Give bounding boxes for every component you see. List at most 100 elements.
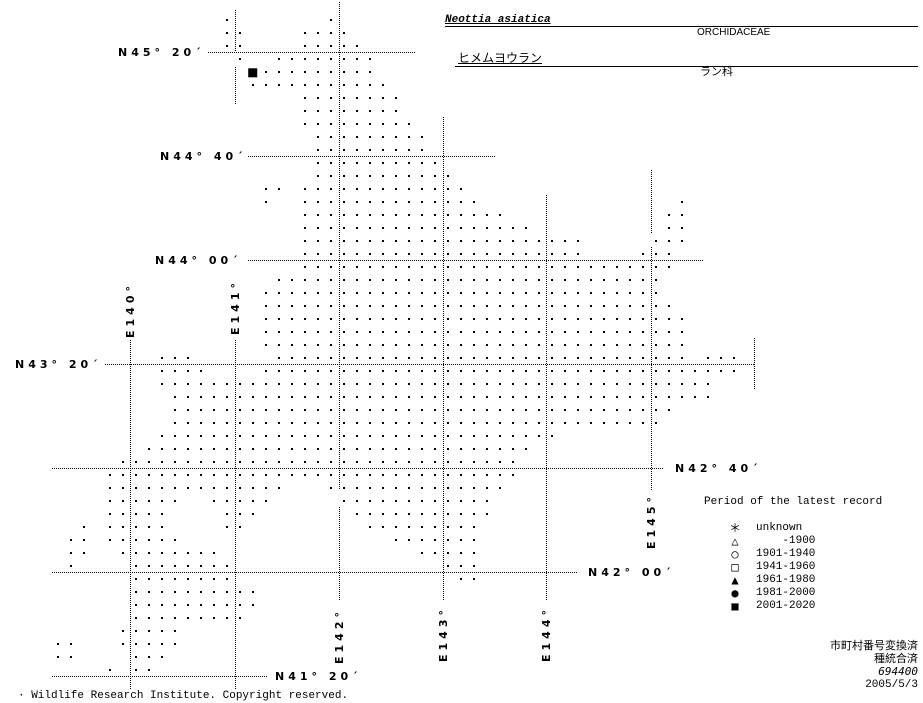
mesh-dot (291, 396, 293, 398)
mesh-dot (330, 201, 332, 203)
mesh-dot (343, 97, 345, 99)
mesh-dot (213, 435, 215, 437)
mesh-dot (148, 552, 150, 554)
mesh-dot (460, 240, 462, 242)
mesh-dot (603, 370, 605, 372)
mesh-dot (538, 383, 540, 385)
mesh-dot (226, 448, 228, 450)
mesh-dot (122, 487, 124, 489)
mesh-dot (382, 448, 384, 450)
mesh-dot (564, 318, 566, 320)
mesh-dot (343, 474, 345, 476)
mesh-dot (382, 396, 384, 398)
mesh-dot (109, 513, 111, 515)
mesh-dot (499, 227, 501, 229)
mesh-dot (577, 331, 579, 333)
mesh-dot (278, 422, 280, 424)
mesh-dot (291, 383, 293, 385)
mesh-dot (213, 617, 215, 619)
mesh-dot (603, 357, 605, 359)
mesh-dot (382, 474, 384, 476)
mesh-dot (421, 539, 423, 541)
mesh-dot (551, 253, 553, 255)
mesh-dot (421, 331, 423, 333)
mesh-dot (278, 370, 280, 372)
mesh-dot (356, 240, 358, 242)
mesh-dot (226, 474, 228, 476)
mesh-dot (590, 292, 592, 294)
mesh-dot (525, 227, 527, 229)
mesh-dot (525, 240, 527, 242)
mesh-dot (525, 292, 527, 294)
mesh-dot (512, 383, 514, 385)
mesh-dot (122, 513, 124, 515)
mesh-dot (395, 474, 397, 476)
mesh-dot (577, 305, 579, 307)
mesh-dot (551, 266, 553, 268)
mesh-dot (655, 240, 657, 242)
mesh-dot (343, 136, 345, 138)
mesh-dot (200, 435, 202, 437)
mesh-dot (161, 526, 163, 528)
mesh-dot (135, 487, 137, 489)
lat-label-44-00: N44° 00´ (155, 254, 242, 267)
mesh-dot (330, 383, 332, 385)
lon-label-144: E144° (540, 606, 553, 662)
mesh-dot (499, 461, 501, 463)
mesh-dot (304, 331, 306, 333)
mesh-dot (356, 500, 358, 502)
mesh-dot (200, 578, 202, 580)
mesh-dot (382, 318, 384, 320)
mesh-dot (174, 578, 176, 580)
mesh-dot (330, 357, 332, 359)
mesh-dot (187, 461, 189, 463)
mesh-dot (616, 318, 618, 320)
mesh-dot (109, 539, 111, 541)
mesh-dot (226, 409, 228, 411)
record-marker-2001-2020 (248, 68, 258, 78)
lon-label-142: E142° (333, 608, 346, 664)
mesh-dot (122, 552, 124, 554)
mesh-dot (460, 344, 462, 346)
mesh-dot (460, 539, 462, 541)
mesh-dot (460, 565, 462, 567)
mesh-dot (603, 383, 605, 385)
mesh-dot (434, 266, 436, 268)
mesh-dot (252, 396, 254, 398)
filled-square-icon: ■ (731, 599, 739, 613)
mesh-dot (174, 461, 176, 463)
mesh-dot (447, 552, 449, 554)
mesh-dot (213, 578, 215, 580)
mesh-dot (304, 396, 306, 398)
mesh-dot (226, 32, 228, 34)
mesh-dot (395, 214, 397, 216)
mesh-dot (239, 617, 241, 619)
mesh-dot (408, 162, 410, 164)
mesh-dot (395, 253, 397, 255)
mesh-dot (239, 58, 241, 60)
mesh-dot (421, 357, 423, 359)
mesh-dot (512, 357, 514, 359)
mesh-dot (681, 370, 683, 372)
mesh-dot (382, 240, 384, 242)
mesh-dot (460, 383, 462, 385)
mesh-dot (343, 149, 345, 151)
mesh-dot (317, 32, 319, 34)
mesh-dot (330, 474, 332, 476)
mesh-dot (460, 500, 462, 502)
mesh-dot (395, 500, 397, 502)
mesh-dot (655, 318, 657, 320)
mesh-dot (161, 370, 163, 372)
mesh-dot (278, 383, 280, 385)
mesh-dot (83, 526, 85, 528)
mesh-dot (304, 45, 306, 47)
mesh-dot (408, 370, 410, 372)
mesh-dot (252, 435, 254, 437)
mesh-dot (252, 604, 254, 606)
mesh-dot (330, 84, 332, 86)
mesh-dot (200, 448, 202, 450)
mesh-dot (447, 175, 449, 177)
mesh-dot (226, 487, 228, 489)
mesh-dot (187, 435, 189, 437)
mesh-dot (447, 318, 449, 320)
